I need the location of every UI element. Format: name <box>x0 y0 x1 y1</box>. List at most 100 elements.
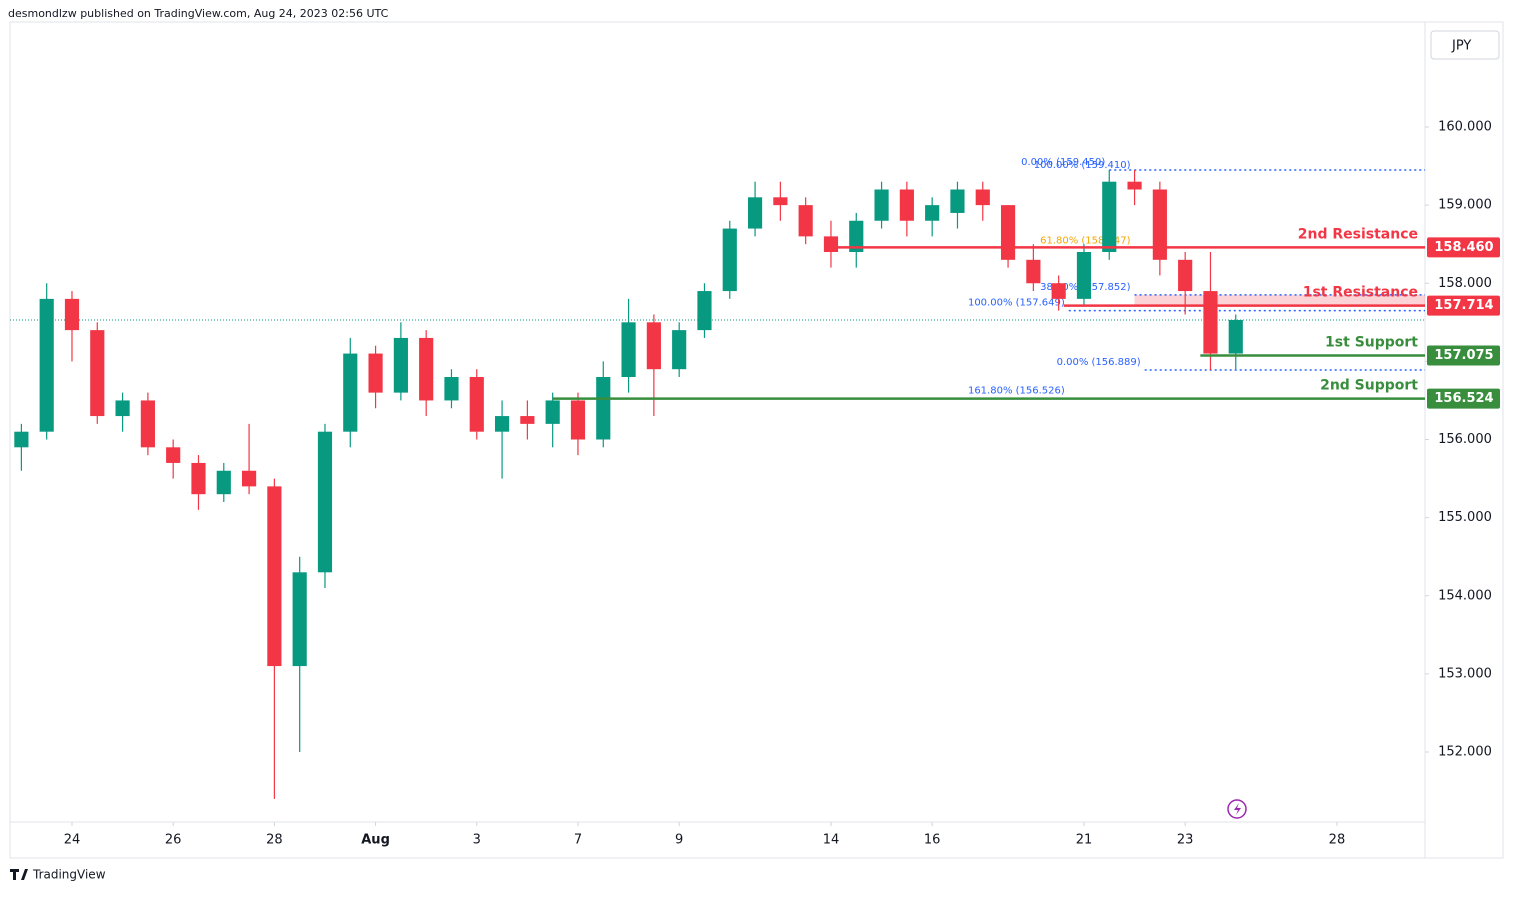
candle-body <box>64 298 80 331</box>
candle-body <box>292 572 307 667</box>
candle-body <box>1026 259 1041 284</box>
candle-body <box>849 220 864 252</box>
y-tick-label: 153.000 <box>1438 666 1492 681</box>
logo <box>10 869 28 880</box>
candle-body <box>545 400 560 424</box>
candle-body <box>773 197 788 206</box>
y-tick-label: 154.000 <box>1438 588 1492 603</box>
candle-body <box>672 330 687 370</box>
candle-body <box>1228 319 1243 354</box>
candle-body <box>697 291 712 331</box>
candle-body <box>90 330 105 417</box>
level-price-label: 157.714 <box>1434 298 1493 313</box>
header: desmondlzw published on TradingView.com,… <box>8 7 389 20</box>
icon-bolt <box>1234 803 1241 815</box>
candle-body <box>14 431 29 448</box>
candle-body <box>444 377 459 401</box>
y-tick-label: 155.000 <box>1438 510 1492 525</box>
currency-box[interactable] <box>1430 30 1500 60</box>
candle-body <box>1203 291 1218 354</box>
fib-label: 0.00% (159.450) <box>1021 157 1105 168</box>
icon-circle <box>1227 799 1247 819</box>
fib-label: 0.00% (156.889) <box>1057 357 1141 368</box>
candle-body <box>241 470 257 487</box>
y-tick-label: 156.000 <box>1438 432 1492 447</box>
y-tick-label: 160.000 <box>1438 120 1492 135</box>
x-tick-label: 26 <box>165 833 182 848</box>
x-tick-label: 14 <box>823 833 840 848</box>
candle-body <box>925 205 940 221</box>
x-tick-label: 24 <box>64 833 81 848</box>
candle-body <box>140 400 155 448</box>
candle-body <box>419 337 434 401</box>
candle-body <box>317 431 333 573</box>
x-tick-label: 9 <box>675 833 683 848</box>
x-tick-label: 16 <box>924 833 941 848</box>
level-price-box <box>1427 295 1500 316</box>
resistance-zone <box>1134 294 1425 306</box>
candle-body <box>874 189 889 221</box>
candle-body <box>494 416 510 432</box>
footer: TradingView <box>32 868 106 882</box>
candle-body <box>1178 259 1193 292</box>
candle-body <box>469 377 484 432</box>
candle-body <box>722 228 737 292</box>
x-tick-label: 28 <box>266 833 283 848</box>
level-price-box <box>1427 237 1500 258</box>
logo-mark <box>10 869 28 880</box>
candle-body <box>747 197 763 229</box>
candle-body <box>899 189 914 221</box>
fib-label: 161.80% (156.526) <box>968 385 1065 396</box>
candle-body <box>596 377 611 440</box>
level-name: 1st Resistance <box>1303 285 1418 301</box>
candle-body <box>343 353 358 432</box>
y-tick-label: 152.000 <box>1438 745 1492 760</box>
x-tick-label: 23 <box>1177 833 1194 848</box>
candle-body <box>39 298 54 432</box>
candle-body <box>520 416 535 424</box>
x-tick-label: 21 <box>1076 833 1093 848</box>
x-tick-label: 28 <box>1329 833 1346 848</box>
level-price-label: 157.075 <box>1434 348 1493 363</box>
candle-body <box>798 205 813 237</box>
fib-label: 61.80% (158.447) <box>1040 235 1131 246</box>
level-name: 2nd Support <box>1320 378 1418 394</box>
candle-body <box>1051 283 1066 299</box>
level-price-label: 156.524 <box>1434 391 1493 406</box>
candle-body <box>1000 205 1016 260</box>
candle-body <box>950 189 965 213</box>
candle-body <box>823 236 839 252</box>
candle-body <box>267 486 282 667</box>
candle-body <box>393 337 408 393</box>
candle-body <box>621 322 636 377</box>
currency: JPY <box>1451 39 1471 54</box>
candle-body <box>1102 181 1117 252</box>
level-price-box <box>1427 345 1500 366</box>
candle-body <box>1076 252 1092 299</box>
candle-body <box>166 447 181 463</box>
lightning-icon[interactable] <box>1227 799 1247 819</box>
candle-body <box>216 470 231 495</box>
candle-body <box>368 353 383 393</box>
candle-body <box>115 400 130 417</box>
candle-body <box>191 462 206 495</box>
candle-body <box>975 189 990 206</box>
frame <box>9 21 1504 859</box>
candle-body <box>1127 181 1142 190</box>
x-tick-label: Aug <box>361 833 390 848</box>
level-name: 2nd Resistance <box>1298 226 1418 242</box>
level-name: 1st Support <box>1325 335 1418 351</box>
candle-body <box>1152 189 1167 260</box>
candle-body <box>646 322 661 370</box>
y-tick-label: 158.000 <box>1438 276 1492 291</box>
x-tick-label: 3 <box>473 833 481 848</box>
x-tick-label: 7 <box>574 833 582 848</box>
level-price-label: 158.460 <box>1434 240 1493 255</box>
candle-body <box>570 400 586 440</box>
level-price-box <box>1427 388 1500 409</box>
fib-label: 100.00% (157.649) <box>968 298 1065 309</box>
fib-label: 100.00% (159.410) <box>1034 160 1131 171</box>
